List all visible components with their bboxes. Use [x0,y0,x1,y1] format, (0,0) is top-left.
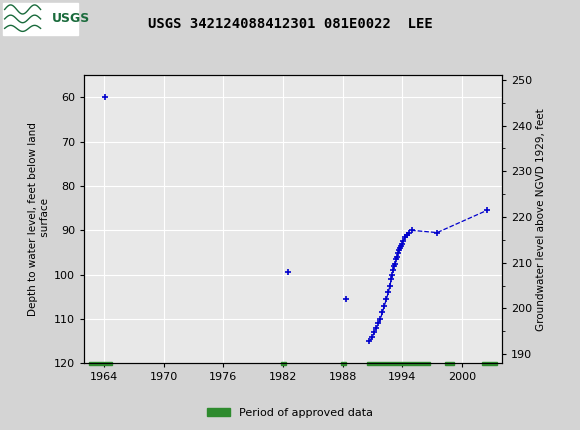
Legend: Period of approved data: Period of approved data [203,403,377,422]
Bar [445,362,454,365]
Bar [281,362,286,365]
Bar [3,3,78,35]
Bar [340,362,346,365]
Text: USGS: USGS [52,12,90,25]
Text: USGS 342124088412301 081E0022  LEE: USGS 342124088412301 081E0022 LEE [148,17,432,31]
Bar [368,362,430,365]
Bar [482,362,496,365]
Bar [89,362,112,365]
Y-axis label: Groundwater level above NGVD 1929, feet: Groundwater level above NGVD 1929, feet [536,108,546,331]
Y-axis label: Depth to water level, feet below land
 surface: Depth to water level, feet below land su… [28,123,50,316]
